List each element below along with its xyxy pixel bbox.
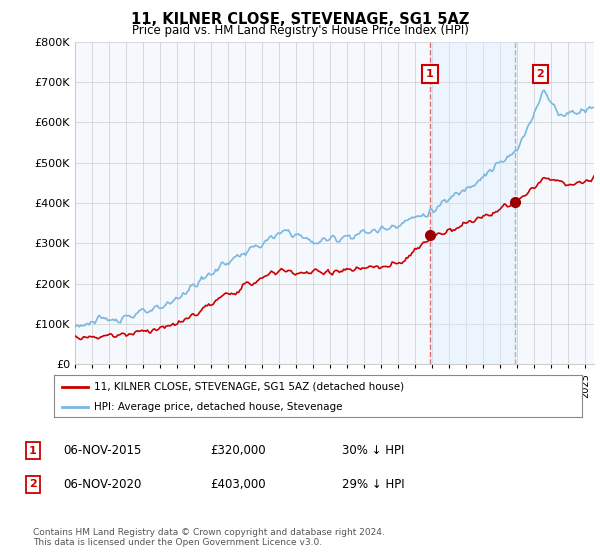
Text: 1: 1: [426, 69, 434, 79]
Text: Price paid vs. HM Land Registry's House Price Index (HPI): Price paid vs. HM Land Registry's House …: [131, 24, 469, 37]
Text: Contains HM Land Registry data © Crown copyright and database right 2024.
This d: Contains HM Land Registry data © Crown c…: [33, 528, 385, 547]
Text: 29% ↓ HPI: 29% ↓ HPI: [342, 478, 404, 491]
Text: £403,000: £403,000: [210, 478, 266, 491]
Text: 06-NOV-2015: 06-NOV-2015: [63, 444, 142, 458]
Text: 11, KILNER CLOSE, STEVENAGE, SG1 5AZ: 11, KILNER CLOSE, STEVENAGE, SG1 5AZ: [131, 12, 469, 27]
Text: 30% ↓ HPI: 30% ↓ HPI: [342, 444, 404, 458]
Bar: [430, 42, 515, 364]
Text: £320,000: £320,000: [210, 444, 266, 458]
Text: 11, KILNER CLOSE, STEVENAGE, SG1 5AZ (detached house): 11, KILNER CLOSE, STEVENAGE, SG1 5AZ (de…: [94, 381, 404, 391]
Text: 06-NOV-2020: 06-NOV-2020: [63, 478, 142, 491]
Text: 2: 2: [536, 69, 544, 79]
Text: 1: 1: [29, 446, 37, 456]
Text: HPI: Average price, detached house, Stevenage: HPI: Average price, detached house, Stev…: [94, 402, 342, 412]
Text: 2: 2: [29, 479, 37, 489]
